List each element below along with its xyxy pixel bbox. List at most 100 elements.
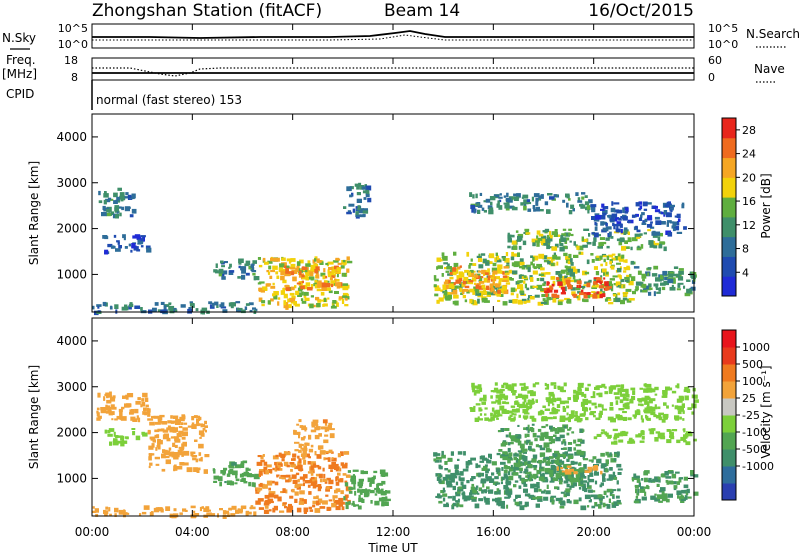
heat-cell-velocity-12 xyxy=(666,439,672,444)
heat-cell-velocity-3 xyxy=(223,510,229,513)
heat-cell-power-4 xyxy=(304,297,310,301)
colorbar-tick-label: 24 xyxy=(742,148,756,161)
heat-cell-power-4 xyxy=(327,297,330,300)
heat-cell-power-9 xyxy=(606,286,612,289)
heat-cell-power-8 xyxy=(445,279,449,284)
heat-cell-power-6 xyxy=(362,209,369,214)
heat-cell-velocity-8 xyxy=(583,452,586,456)
heat-cell-power-7 xyxy=(495,259,502,263)
heat-cell-velocity-11 xyxy=(647,403,650,407)
heat-cell-velocity-5 xyxy=(288,503,292,507)
heat-cell-velocity-5 xyxy=(318,484,322,489)
heat-cell-power-7 xyxy=(617,274,621,278)
heat-cell-velocity-7 xyxy=(376,483,379,488)
heat-cell-power-7 xyxy=(486,294,491,297)
heat-cell-power-7 xyxy=(444,295,450,300)
heat-cell-velocity-6 xyxy=(298,449,302,453)
heat-cell-velocity-11 xyxy=(594,405,598,409)
heat-cell-power-4 xyxy=(291,269,298,274)
heat-cell-velocity-5 xyxy=(343,451,350,455)
heat-cell-velocity-9 xyxy=(537,428,542,432)
heat-cell-velocity-2 xyxy=(169,454,174,457)
heat-cell-power-8 xyxy=(456,275,463,279)
heat-cell-power-8 xyxy=(445,285,450,289)
heat-cell-velocity-10 xyxy=(600,470,603,475)
heat-cell-velocity-2 xyxy=(152,439,156,443)
heat-cell-power-7 xyxy=(445,298,451,301)
heat-cell-power-7 xyxy=(529,296,535,300)
heat-cell-velocity-9 xyxy=(523,448,528,452)
heat-cell-velocity-11 xyxy=(566,405,570,409)
heat-cell-power-13 xyxy=(655,284,658,289)
heat-cell-power-1 xyxy=(102,235,108,239)
heat-cell-velocity-7 xyxy=(382,472,386,477)
heat-cell-velocity-8 xyxy=(454,464,459,469)
heat-cell-power-10 xyxy=(543,243,548,246)
heat-cell-velocity-13 xyxy=(686,488,690,494)
heat-cell-velocity-11 xyxy=(601,404,604,409)
heat-cell-velocity-6 xyxy=(324,426,330,432)
heat-cell-velocity-11 xyxy=(508,410,513,414)
heat-cell-velocity-7 xyxy=(384,490,387,494)
heat-cell-velocity-8 xyxy=(484,498,487,503)
heat-cell-power-8 xyxy=(481,284,486,289)
heat-cell-power-6 xyxy=(362,208,368,211)
heat-cell-power-12 xyxy=(613,202,620,205)
heat-cell-velocity-11 xyxy=(522,401,525,406)
heat-cell-power-2 xyxy=(163,305,167,310)
heat-cell-velocity-11 xyxy=(610,385,617,390)
heat-cell-power-8 xyxy=(468,280,474,283)
heat-cell-velocity-2 xyxy=(174,436,179,441)
heat-cell-velocity-5 xyxy=(280,453,286,458)
heat-cell-velocity-2 xyxy=(181,415,186,420)
heat-cell-power-4 xyxy=(282,279,287,284)
heat-cell-power-9 xyxy=(601,293,606,298)
heat-cell-power-10 xyxy=(512,245,518,250)
heat-cell-power-12 xyxy=(676,221,680,226)
heat-cell-velocity-11 xyxy=(671,404,674,407)
heat-cell-velocity-10 xyxy=(561,470,567,473)
heat-cell-power-1 xyxy=(138,241,144,245)
heat-cell-power-7 xyxy=(518,274,525,279)
heat-cell-power-5 xyxy=(305,274,310,277)
heat-cell-velocity-12 xyxy=(630,440,636,444)
heat-cell-velocity-5 xyxy=(277,496,282,502)
heat-cell-velocity-7 xyxy=(381,496,388,502)
heat-cell-velocity-8 xyxy=(516,467,522,470)
heat-cell-power-13 xyxy=(647,267,652,270)
heat-cell-velocity-8 xyxy=(605,463,609,467)
heat-cell-velocity-5 xyxy=(335,476,338,482)
heat-cell-velocity-8 xyxy=(433,452,438,457)
heat-cell-power-6 xyxy=(347,210,351,213)
heat-cell-velocity-8 xyxy=(594,468,597,474)
heat-cell-velocity-6 xyxy=(310,444,314,448)
heat-cell-power-2 xyxy=(128,305,132,310)
heat-cell-power-4 xyxy=(332,300,337,304)
heat-cell-velocity-11 xyxy=(618,408,625,411)
heat-cell-velocity-11 xyxy=(627,417,632,421)
heat-cell-power-7 xyxy=(526,299,531,303)
heat-cell-power-10 xyxy=(522,240,527,246)
heat-cell-velocity-9 xyxy=(553,434,557,437)
heat-cell-velocity-11 xyxy=(644,407,651,412)
heat-cell-power-8 xyxy=(468,272,475,277)
heat-cell-power-9 xyxy=(555,277,560,280)
heat-cell-power-10 xyxy=(581,236,584,242)
heat-cell-velocity-5 xyxy=(264,494,270,499)
heat-cell-velocity-11 xyxy=(617,414,623,418)
heat-cell-power-7 xyxy=(571,291,576,296)
heat-cell-velocity-2 xyxy=(181,436,186,440)
heat-cell-power-2 xyxy=(216,304,219,308)
heat-cell-velocity-2 xyxy=(174,453,179,456)
heat-cell-velocity-8 xyxy=(451,452,454,455)
heat-cell-velocity-8 xyxy=(485,501,490,505)
heat-cell-power-11 xyxy=(580,204,586,209)
heat-cell-power-8 xyxy=(492,273,495,277)
heat-cell-velocity-13 xyxy=(680,495,685,499)
heat-cell-power-12 xyxy=(591,208,596,213)
heat-cell-velocity-5 xyxy=(302,482,305,487)
heat-cell-velocity-11 xyxy=(626,405,630,410)
heat-cell-power-4 xyxy=(311,304,316,308)
heat-cell-velocity-7 xyxy=(370,489,375,494)
heat-cell-velocity-5 xyxy=(255,500,261,505)
